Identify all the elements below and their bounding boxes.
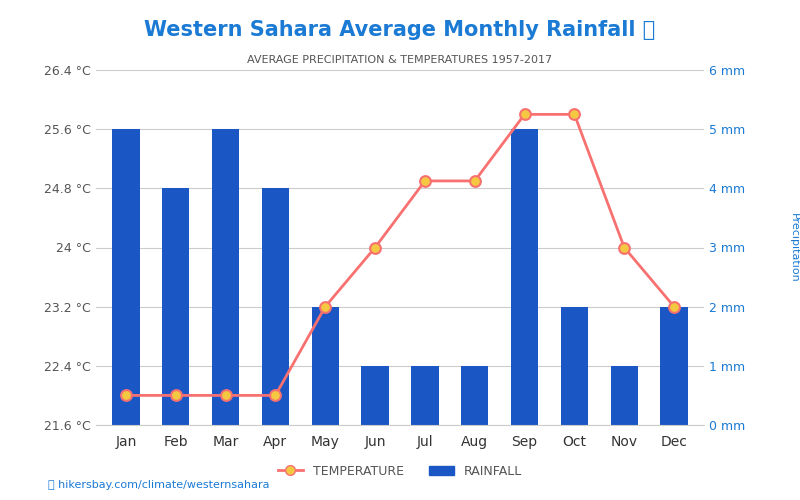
Legend: TEMPERATURE, RAINFALL: TEMPERATURE, RAINFALL bbox=[273, 460, 527, 482]
Point bbox=[418, 177, 431, 185]
Point bbox=[568, 110, 581, 118]
Y-axis label: Precipitation: Precipitation bbox=[789, 212, 798, 282]
Point bbox=[468, 177, 481, 185]
Text: Western Sahara Average Monthly Rainfall 🌧: Western Sahara Average Monthly Rainfall … bbox=[144, 20, 656, 40]
Point bbox=[170, 392, 182, 400]
Point bbox=[369, 244, 382, 252]
Bar bbox=[162, 188, 190, 425]
Bar bbox=[311, 306, 339, 425]
Point bbox=[219, 392, 232, 400]
Bar bbox=[112, 129, 140, 425]
Bar bbox=[411, 366, 438, 425]
Bar bbox=[511, 129, 538, 425]
Bar bbox=[262, 188, 289, 425]
Bar bbox=[212, 129, 239, 425]
Point bbox=[518, 110, 531, 118]
Bar bbox=[461, 366, 489, 425]
Text: AVERAGE PRECIPITATION & TEMPERATURES 1957-2017: AVERAGE PRECIPITATION & TEMPERATURES 195… bbox=[247, 55, 553, 65]
Point bbox=[269, 392, 282, 400]
Bar bbox=[362, 366, 389, 425]
Text: 🔸 hikersbay.com/climate/westernsahara: 🔸 hikersbay.com/climate/westernsahara bbox=[48, 480, 270, 490]
Bar bbox=[660, 306, 688, 425]
Point bbox=[668, 302, 681, 310]
Point bbox=[319, 302, 332, 310]
Bar bbox=[561, 306, 588, 425]
Point bbox=[119, 392, 132, 400]
Point bbox=[618, 244, 630, 252]
Bar bbox=[610, 366, 638, 425]
